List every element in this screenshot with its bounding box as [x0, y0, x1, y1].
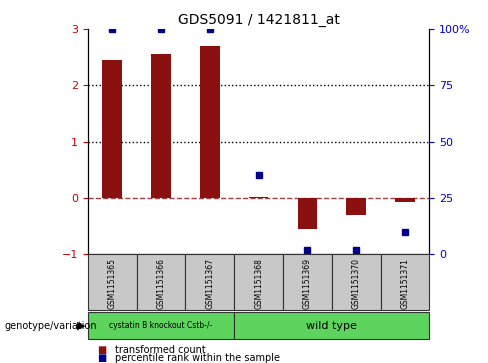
Bar [102, 60, 122, 198]
Text: ■: ■ [98, 345, 107, 355]
Bar [298, 198, 317, 229]
Text: wild type: wild type [306, 321, 357, 331]
Bar [346, 198, 366, 215]
Text: GSM1151369: GSM1151369 [303, 258, 312, 309]
Text: transformed count: transformed count [115, 345, 205, 355]
Text: GSM1151366: GSM1151366 [157, 258, 165, 309]
Text: ▶: ▶ [77, 321, 85, 331]
Bar [200, 46, 220, 198]
Text: GSM1151368: GSM1151368 [254, 258, 263, 309]
Text: cystatin B knockout Cstb-/-: cystatin B knockout Cstb-/- [109, 321, 213, 330]
Text: GSM1151371: GSM1151371 [401, 258, 409, 309]
Bar [151, 54, 171, 198]
Text: ■: ■ [98, 352, 107, 363]
Title: GDS5091 / 1421811_at: GDS5091 / 1421811_at [178, 13, 340, 26]
Bar [395, 198, 415, 202]
Text: percentile rank within the sample: percentile rank within the sample [115, 352, 280, 363]
Text: genotype/variation: genotype/variation [5, 321, 98, 331]
Text: GSM1151367: GSM1151367 [205, 258, 214, 309]
Bar [249, 197, 268, 198]
Text: GSM1151365: GSM1151365 [108, 258, 117, 309]
Text: GSM1151370: GSM1151370 [352, 258, 361, 309]
